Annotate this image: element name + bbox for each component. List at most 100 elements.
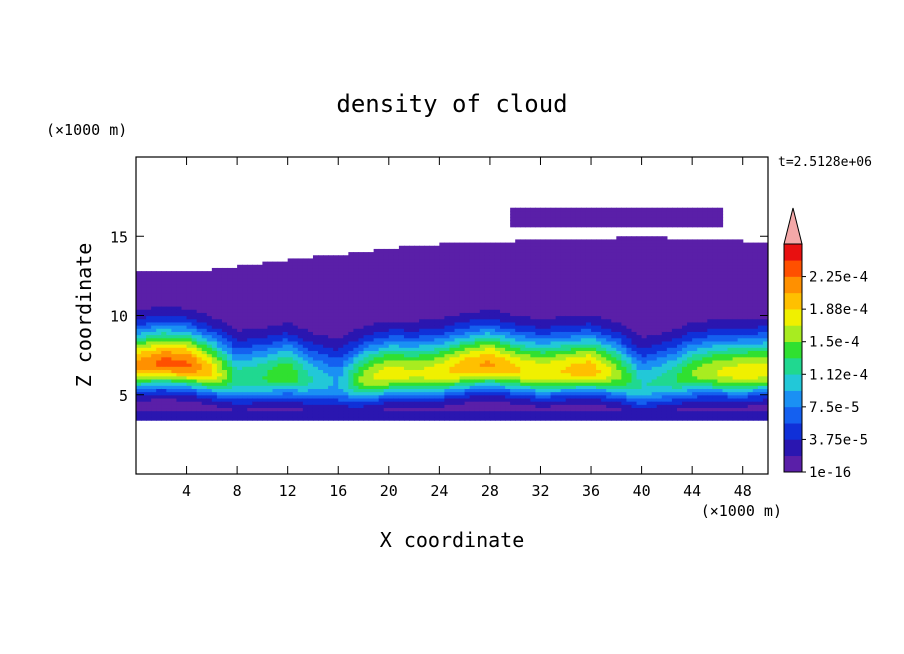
density-cell (146, 385, 152, 390)
density-cell (449, 366, 456, 370)
density-cell (565, 378, 572, 383)
density-cell (338, 416, 344, 421)
density-cell (282, 391, 289, 396)
density-cell (211, 366, 218, 370)
density-cell (520, 413, 526, 418)
density-cell (555, 309, 562, 313)
density-cell (312, 280, 319, 285)
density-cell (333, 296, 339, 301)
density-cell (333, 261, 339, 266)
density-cell (353, 252, 360, 256)
density-cell (227, 413, 233, 418)
density-cell (570, 207, 577, 212)
density-cell (216, 391, 223, 396)
density-cell (580, 271, 587, 275)
density-cell (151, 401, 157, 405)
density-cell (469, 280, 476, 285)
density-cell (257, 337, 263, 342)
density-cell (338, 350, 344, 355)
density-field (136, 207, 768, 421)
density-cell (505, 369, 511, 374)
density-cell (343, 363, 349, 367)
density-cell (368, 363, 375, 367)
density-cell (565, 334, 572, 339)
density-cell (393, 296, 400, 301)
density-cell (292, 388, 299, 393)
density-cell (449, 315, 456, 320)
density-cell (540, 309, 547, 313)
density-cell (388, 325, 395, 329)
density-cell (500, 394, 506, 399)
density-cell (575, 261, 582, 266)
density-cell (409, 248, 415, 253)
density-cell (464, 312, 471, 317)
density-cell (565, 290, 572, 294)
density-cell (570, 255, 577, 260)
density-cell (323, 334, 329, 339)
density-cell (136, 382, 142, 386)
density-cell (206, 391, 213, 396)
density-cell (368, 385, 375, 390)
density-cell (156, 334, 162, 339)
density-cell (191, 340, 198, 345)
density-cell (575, 369, 582, 374)
density-cell (257, 344, 263, 348)
density-cell (353, 277, 360, 282)
density-cell (166, 337, 172, 342)
density-cell (348, 299, 355, 304)
density-cell (580, 375, 587, 380)
density-cell (242, 334, 248, 339)
density-cell (247, 277, 253, 282)
density-cell (216, 283, 223, 288)
density-cell (565, 239, 572, 244)
density-cell (221, 283, 228, 288)
density-cell (211, 347, 218, 351)
density-cell (419, 378, 425, 383)
density-cell (353, 410, 360, 415)
density-cell (570, 340, 577, 345)
density-cell (343, 299, 349, 304)
density-cell (343, 271, 349, 275)
density-cell (166, 397, 172, 402)
density-cell (373, 277, 380, 282)
density-cell (444, 302, 451, 307)
density-cell (560, 242, 567, 247)
density-cell (348, 302, 355, 307)
density-cell (419, 391, 425, 396)
density-cell (252, 391, 258, 396)
density-cell (474, 274, 481, 279)
density-cell (363, 264, 370, 269)
density-cell (146, 347, 152, 351)
density-cell (156, 344, 162, 348)
density-cell (358, 391, 365, 396)
density-cell (242, 293, 248, 298)
density-cell (196, 309, 203, 313)
density-cell (525, 369, 531, 374)
density-cell (247, 416, 253, 421)
density-cell (464, 350, 471, 355)
density-cell (424, 369, 430, 374)
density-cell (237, 299, 243, 304)
density-cell (211, 407, 218, 412)
density-cell (535, 404, 542, 409)
density-cell (292, 321, 299, 326)
density-cell (206, 290, 213, 294)
density-cell (484, 413, 491, 418)
density-cell (520, 261, 526, 266)
density-cell (409, 382, 415, 386)
density-cell (424, 293, 430, 298)
density-cell (560, 280, 567, 285)
density-cell (439, 350, 446, 355)
density-cell (333, 394, 339, 399)
density-cell (242, 286, 248, 291)
density-cell (596, 334, 602, 339)
density-cell (403, 255, 410, 260)
density-cell (575, 359, 582, 364)
density-cell (171, 312, 178, 317)
density-cell (520, 334, 526, 339)
density-cell (136, 407, 142, 412)
density-cell (414, 264, 420, 269)
density-cell (363, 372, 370, 377)
density-cell (216, 397, 223, 402)
density-cell (252, 271, 258, 275)
